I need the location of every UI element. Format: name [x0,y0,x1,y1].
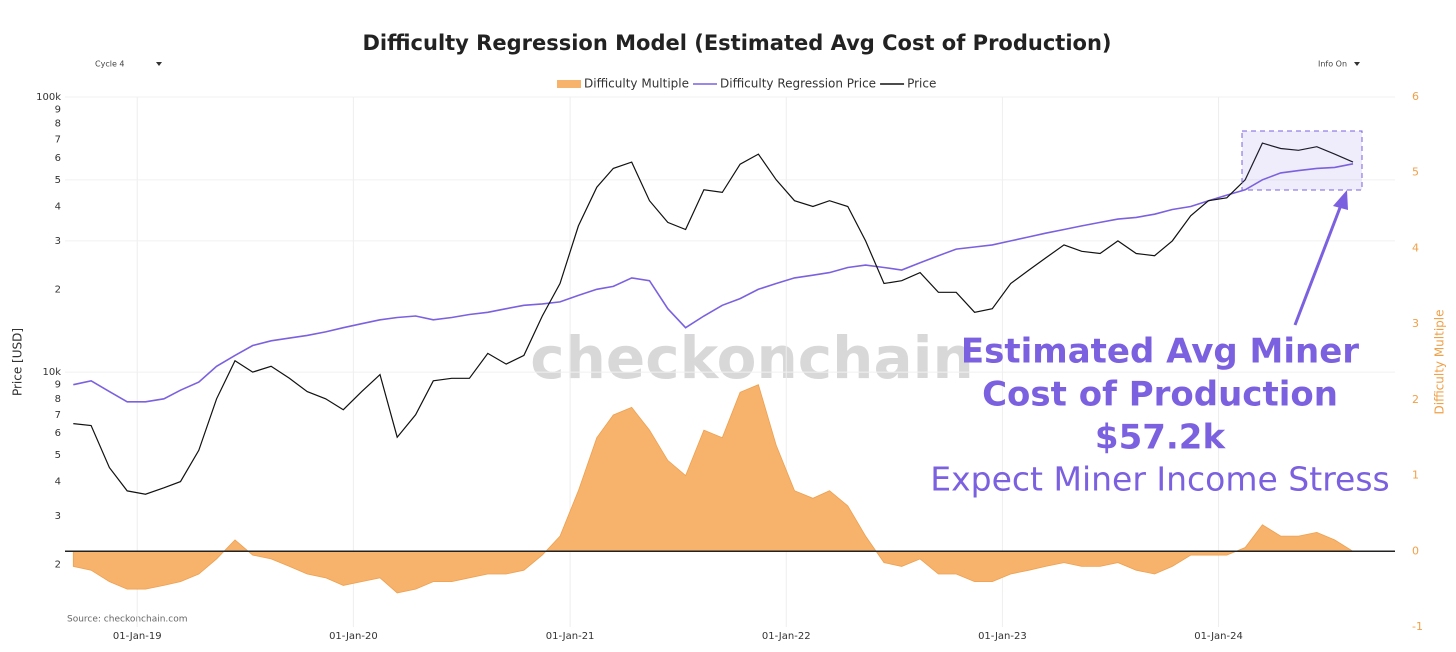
y2-tick-label: 1 [1412,469,1419,482]
y2-tick-label: 4 [1412,241,1419,254]
legend-label: Price [907,77,936,91]
x-tick-label: 01-Jan-22 [762,631,811,642]
plot-area: 01-Jan-19 01-Jan-20 01-Jan-21 01-Jan-22 01-J… [36,90,1423,642]
cycle-dropdown[interactable]: Cycle 4 [95,60,125,69]
x-tick-label: 01-Jan-23 [978,631,1027,642]
watermark: checkonchain [530,324,974,392]
y2-tick-label: 3 [1412,317,1419,330]
dropdown-arrow [1354,62,1360,66]
source: Source: checkonchain.com [67,615,188,625]
y-tick-label: 2 [55,559,61,570]
y-tick-label: 7 [55,135,61,146]
y-tick-label: 10k [42,367,61,378]
y-tick-label: 100k [36,92,61,103]
y-tick-label: 9 [55,105,61,116]
x-tick-label: 01-Jan-19 [113,631,162,642]
highlight-box [1241,130,1363,191]
y2-axis-title: Difficulty Multiple [1433,310,1447,415]
y-tick-label: 5 [55,450,61,461]
annotation: Estimated Avg Miner [961,332,1359,372]
y-tick-label: 3 [55,236,61,247]
y-tick-label: 8 [55,394,61,405]
area [72,384,1354,594]
line [73,142,1354,495]
y-tick-label: 9 [55,380,61,391]
y2-tick-label: 2 [1412,393,1419,406]
y-tick-label: 2 [55,284,61,295]
y-tick-label: 6 [55,153,61,164]
annotation: $57.2k [1095,418,1227,458]
dropdown-arrow [156,62,162,66]
legend-swatch [557,80,581,88]
y-tick-label: 6 [55,428,61,439]
y-tick-label: 8 [55,119,61,130]
annotation: Cost of Production [982,375,1338,415]
x-tick-label: 01-Jan-21 [546,631,595,642]
y-tick-label: 5 [55,175,61,186]
y-axis-title: Price [USD] [11,328,25,396]
chart-title: Difficulty Regression Model (Estimated A… [363,31,1112,55]
x-tick-label: 01-Jan-24 [1194,631,1243,642]
legend-label: Difficulty Regression Price [720,77,876,91]
arrow-head [1333,190,1348,210]
arrow [1293,204,1343,326]
line [73,163,1354,403]
y-tick-label: 4 [55,477,61,488]
y2-tick-label: -1 [1412,620,1423,633]
legend-label: Difficulty Multiple [584,77,689,91]
y-tick-label: 7 [55,410,61,421]
x-tick-label: 01-Jan-20 [329,631,378,642]
y-tick-label: 4 [55,201,61,212]
annotation: Expect Miner Income Stress [930,460,1389,499]
y2-tick-label: 5 [1412,166,1419,179]
info-dropdown[interactable]: Info On [1318,60,1347,69]
y2-tick-label: 6 [1412,90,1419,103]
y2-tick-label: 0 [1412,544,1419,557]
y-tick-label: 3 [55,511,61,522]
